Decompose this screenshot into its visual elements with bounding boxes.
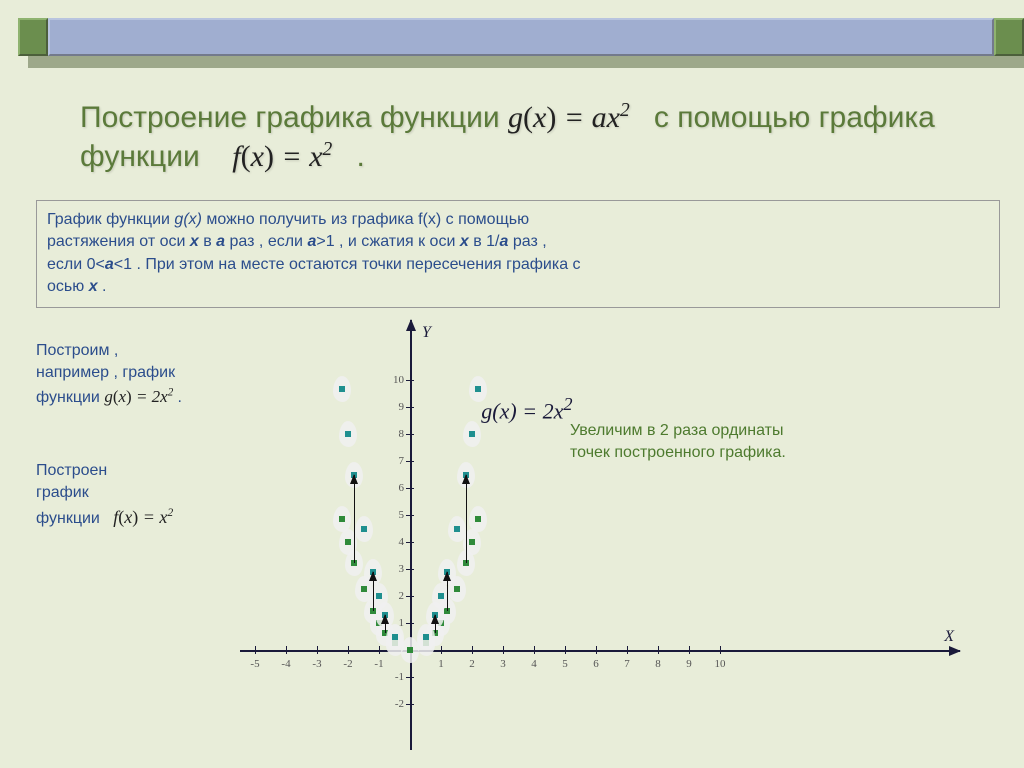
g-point (454, 526, 460, 532)
stretch-arrow (373, 572, 374, 611)
x-tick (286, 646, 287, 654)
y-tick (406, 515, 414, 516)
g-function-label: g(x) = 2x2 (481, 394, 572, 424)
title-formula-g: g(x) = ax2 (508, 101, 637, 134)
x-tick (317, 646, 318, 654)
y-tick (406, 542, 414, 543)
g-point (376, 593, 382, 599)
g-point (361, 526, 367, 532)
left-note-build: Построим , например , график функции g(x… (36, 340, 256, 409)
g-point (469, 431, 475, 437)
y-tick (406, 677, 414, 678)
top-bar (18, 18, 1024, 56)
y-tick-label: 9 (399, 401, 405, 413)
x-tick-label: 2 (469, 658, 475, 670)
x-tick (441, 646, 442, 654)
x-tick-label: 3 (500, 658, 506, 670)
x-tick (627, 646, 628, 654)
stretch-arrow (385, 615, 386, 632)
stretch-arrow (466, 475, 467, 562)
x-tick (348, 646, 349, 654)
f-point (345, 539, 351, 545)
y-axis (410, 320, 412, 750)
f-point (469, 539, 475, 545)
x-tick-label: 9 (686, 658, 692, 670)
left-note-built: Построен график функции f(x) = x2 (36, 460, 236, 530)
stretch-arrow (354, 475, 355, 562)
title-text-1: Построение графика функции (80, 101, 500, 134)
x-tick-label: -3 (312, 658, 321, 670)
g-point (475, 386, 481, 392)
x-tick (472, 646, 473, 654)
x-tick-label: 8 (655, 658, 661, 670)
g-point (345, 431, 351, 437)
g-point (438, 593, 444, 599)
g-point (392, 634, 398, 640)
title-formula-f: f(x) = x2 (225, 140, 340, 173)
x-tick-label: 10 (715, 658, 726, 670)
x-tick-label: -2 (343, 658, 352, 670)
x-tick (255, 646, 256, 654)
x-tick-label: 6 (593, 658, 599, 670)
y-tick-label: 10 (393, 374, 404, 386)
y-tick (406, 407, 414, 408)
f-point (339, 516, 345, 522)
y-tick (406, 704, 414, 705)
f-point (475, 516, 481, 522)
x-tick-label: 1 (438, 658, 444, 670)
x-tick-label: 4 (531, 658, 537, 670)
y-tick-label: -1 (395, 671, 404, 683)
x-tick (720, 646, 721, 654)
x-tick (658, 646, 659, 654)
x-tick (534, 646, 535, 654)
y-tick-label: 4 (399, 536, 405, 548)
parabola-chart: Y X g(x) = 2x2 -5 -4 -3 -2 -1 1 2 3 4 5 6 7 8 9 10 -2 -1… (240, 320, 960, 750)
g-point (423, 634, 429, 640)
x-axis-label: X (944, 628, 954, 646)
y-tick-label: 8 (399, 428, 405, 440)
x-tick-label: 7 (624, 658, 630, 670)
top-bar-shadow (28, 56, 1024, 68)
f-point (407, 647, 413, 653)
stretch-arrow (447, 572, 448, 611)
x-tick (503, 646, 504, 654)
y-axis-label: Y (422, 324, 431, 342)
title-end: . (356, 140, 364, 173)
g-point (339, 386, 345, 392)
x-tick-label: -4 (281, 658, 290, 670)
x-tick-label: 5 (562, 658, 568, 670)
y-tick (406, 596, 414, 597)
f-point (361, 586, 367, 592)
x-tick (689, 646, 690, 654)
y-tick (406, 461, 414, 462)
x-tick (565, 646, 566, 654)
y-tick-label: -2 (395, 698, 404, 710)
y-tick-label: 5 (399, 509, 405, 521)
y-tick (406, 488, 414, 489)
y-tick-label: 3 (399, 563, 405, 575)
y-tick (406, 434, 414, 435)
y-tick-label: 6 (399, 482, 405, 494)
y-tick (406, 380, 414, 381)
x-tick (379, 646, 380, 654)
slide-title: Построение графика функции g(x) = ax2 с … (80, 98, 984, 176)
y-tick (406, 623, 414, 624)
y-tick-label: 7 (399, 455, 405, 467)
stretch-arrow (435, 615, 436, 632)
y-tick-label: 2 (399, 590, 405, 602)
x-tick-label: -5 (250, 658, 259, 670)
y-tick (406, 569, 414, 570)
x-tick (596, 646, 597, 654)
description-box: График функции g(x) можно получить из гр… (36, 200, 1000, 308)
x-tick-label: -1 (374, 658, 383, 670)
f-point (454, 586, 460, 592)
